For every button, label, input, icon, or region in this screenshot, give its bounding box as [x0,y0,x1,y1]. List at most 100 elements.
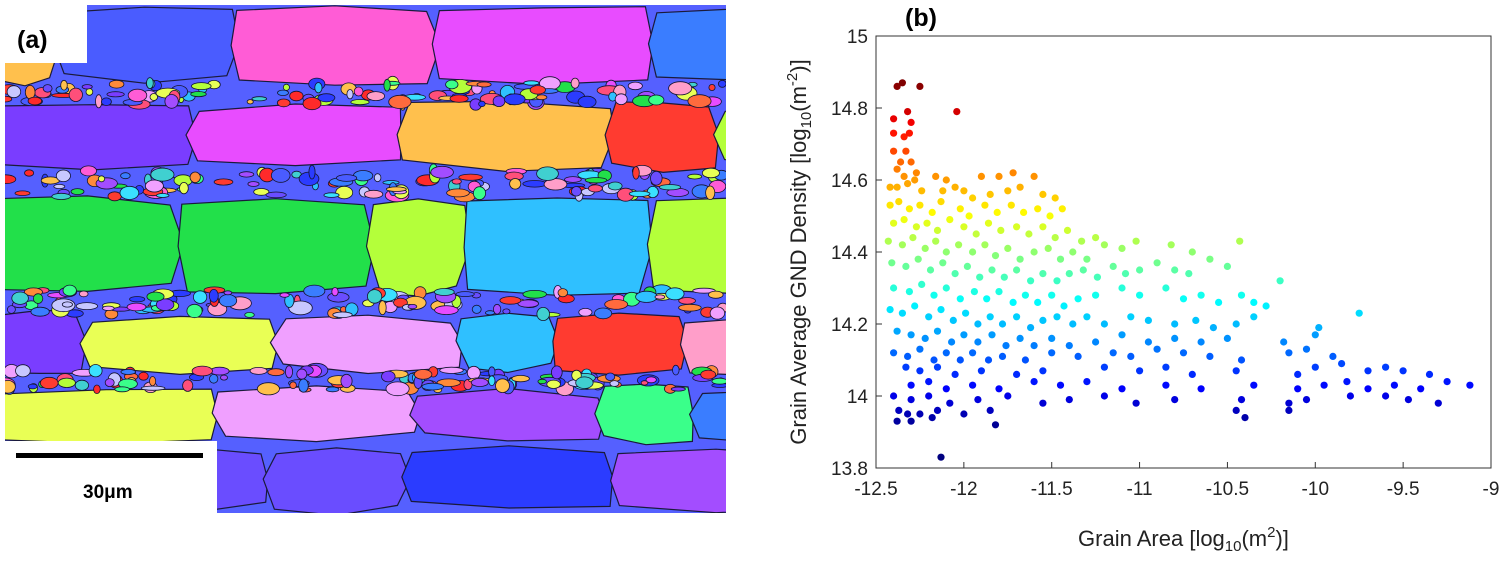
data-point [998,320,1007,328]
data-point [926,266,935,274]
data-point [907,118,915,126]
fine-grain [209,366,230,376]
data-point [1053,277,1061,285]
grain [609,448,824,514]
fine-grain [648,94,665,106]
data-point [1171,396,1179,404]
fine-grain [455,291,475,298]
data-point [1250,313,1258,321]
fine-grain [672,364,680,376]
fine-grain [577,95,597,109]
fine-grain [120,172,131,180]
fine-grain [120,368,136,375]
grain-mosaic [0,5,932,517]
data-point [1127,313,1135,321]
x-tick-label: -11.5 [1031,479,1073,500]
data-point [984,356,993,364]
fine-grain [678,297,696,305]
fine-grain [191,365,213,377]
data-point [902,363,910,371]
grain [269,314,463,375]
data-point [1223,262,1231,270]
grain [0,195,185,293]
data-point [905,129,913,137]
data-point [1039,270,1047,278]
grain [211,385,422,443]
fine-grain [208,288,219,303]
data-point [942,284,950,292]
fine-grain [709,306,726,320]
fine-grain [149,93,158,101]
data-point [1355,309,1363,317]
grain [594,383,694,446]
x-tick-label: -9.5 [1387,479,1420,500]
data-point [1051,194,1059,202]
fine-grain [413,369,433,380]
fine-grain [484,310,495,316]
data-point [1030,172,1038,180]
fine-grain [127,88,148,103]
data-point [1185,270,1193,278]
data-point [1009,169,1017,177]
scale-bar [16,453,203,458]
fine-grain [126,302,147,312]
y-label-post: )] [786,59,811,72]
data-point [1016,334,1024,342]
grain [552,312,689,376]
fine-grain [550,365,563,380]
grain [230,5,442,86]
fine-grain [605,372,616,381]
fine-grain [536,306,550,321]
data-point [1058,205,1066,213]
data-point [1074,295,1082,303]
data-point [893,327,901,335]
fine-grain [155,298,175,311]
fine-grain [246,99,254,105]
fine-grain [289,90,304,102]
data-point [1060,302,1068,310]
x-tick-label: -12 [950,479,977,500]
data-point [1034,205,1042,213]
data-point [942,176,950,184]
data-point [998,352,1007,360]
fine-grain [302,97,322,111]
x-axis-label: Grain Area [log10(m2)] [1078,524,1289,555]
data-point [1121,270,1130,278]
data-point [1030,248,1038,256]
data-point [900,172,908,180]
data-point [1016,183,1024,191]
fine-grain [253,188,270,196]
fine-grain [557,288,569,298]
data-point [890,284,898,292]
data-point [925,378,933,386]
fine-grain [277,89,289,96]
fine-grain [449,94,469,103]
data-point [893,183,901,191]
data-point [1162,381,1170,389]
fine-grain [353,86,364,97]
data-point [916,345,924,353]
data-point [951,370,959,378]
data-point [1232,367,1240,375]
data-point [1206,255,1214,263]
panel-a-label-box [5,5,87,63]
data-point [1039,367,1047,375]
data-point [1250,298,1258,306]
fine-grain [102,305,115,311]
fine-grain [350,99,370,106]
data-point [960,187,968,195]
fine-grain [138,371,149,381]
data-point [974,320,982,328]
data-point [1232,320,1240,328]
fine-grain [388,94,412,109]
data-point [976,273,984,281]
data-point [893,417,901,425]
data-point [1027,324,1035,332]
data-point [983,295,991,303]
data-point [986,190,994,198]
data-point [965,212,973,220]
fine-grain [179,182,189,195]
data-point [969,381,977,389]
fine-grain [101,97,112,106]
fine-grain [604,299,629,310]
